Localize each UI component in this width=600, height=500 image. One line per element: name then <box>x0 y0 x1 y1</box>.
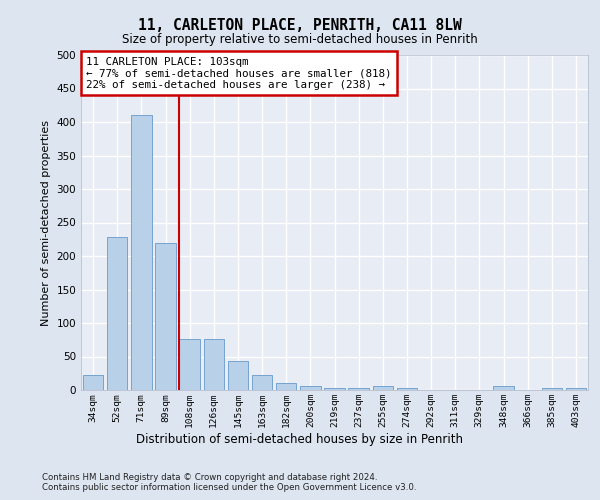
Bar <box>542 388 562 390</box>
Bar <box>107 237 127 390</box>
Bar <box>252 376 272 390</box>
Text: Size of property relative to semi-detached houses in Penrith: Size of property relative to semi-detach… <box>122 32 478 46</box>
Bar <box>349 388 369 390</box>
Bar <box>566 388 586 390</box>
Bar <box>203 339 224 390</box>
Bar <box>276 382 296 390</box>
Y-axis label: Number of semi-detached properties: Number of semi-detached properties <box>41 120 51 326</box>
Bar <box>179 339 200 390</box>
Bar <box>83 376 103 390</box>
Bar <box>324 388 345 390</box>
Text: Distribution of semi-detached houses by size in Penrith: Distribution of semi-detached houses by … <box>137 432 464 446</box>
Bar <box>131 114 152 390</box>
Text: Contains HM Land Registry data © Crown copyright and database right 2024.: Contains HM Land Registry data © Crown c… <box>42 472 377 482</box>
Bar <box>373 386 393 390</box>
Bar <box>397 388 417 390</box>
Bar <box>300 386 320 390</box>
Text: 11, CARLETON PLACE, PENRITH, CA11 8LW: 11, CARLETON PLACE, PENRITH, CA11 8LW <box>138 18 462 32</box>
Bar <box>155 242 176 390</box>
Bar <box>493 386 514 390</box>
Bar <box>227 360 248 390</box>
Text: 11 CARLETON PLACE: 103sqm
← 77% of semi-detached houses are smaller (818)
22% of: 11 CARLETON PLACE: 103sqm ← 77% of semi-… <box>86 56 392 90</box>
Text: Contains public sector information licensed under the Open Government Licence v3: Contains public sector information licen… <box>42 484 416 492</box>
